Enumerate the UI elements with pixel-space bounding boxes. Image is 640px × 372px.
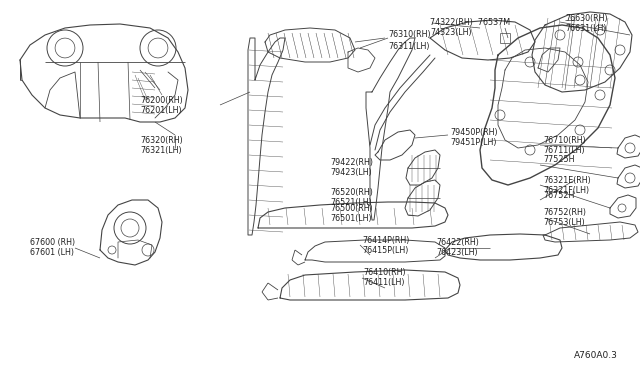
Text: 76320(RH): 76320(RH) bbox=[140, 135, 183, 144]
Text: 79450P(RH): 79450P(RH) bbox=[450, 128, 498, 137]
Text: 76520(RH): 76520(RH) bbox=[330, 187, 373, 196]
Text: 76321E(RH): 76321E(RH) bbox=[543, 176, 591, 185]
Text: 74323(LH): 74323(LH) bbox=[430, 29, 472, 38]
Text: 76415P(LH): 76415P(LH) bbox=[362, 247, 408, 256]
Text: 76201(LH): 76201(LH) bbox=[140, 106, 182, 115]
Text: 77525H: 77525H bbox=[543, 155, 575, 164]
Text: 74322(RH)  76537M: 74322(RH) 76537M bbox=[430, 17, 510, 26]
Text: 76711(LH): 76711(LH) bbox=[543, 145, 584, 154]
Text: 76753(LH): 76753(LH) bbox=[543, 218, 585, 227]
Text: 79423(LH): 79423(LH) bbox=[330, 169, 372, 177]
Text: 76422(RH): 76422(RH) bbox=[436, 237, 479, 247]
Text: 76752H: 76752H bbox=[543, 190, 574, 199]
Text: 76310(RH): 76310(RH) bbox=[388, 31, 431, 39]
Text: 79422(RH): 79422(RH) bbox=[330, 157, 373, 167]
Text: A760A0.3: A760A0.3 bbox=[574, 351, 618, 360]
Text: 76321F(LH): 76321F(LH) bbox=[543, 186, 589, 196]
Text: 76423(LH): 76423(LH) bbox=[436, 247, 477, 257]
Text: 76311(LH): 76311(LH) bbox=[388, 42, 429, 51]
Text: 76631(LH): 76631(LH) bbox=[565, 25, 607, 33]
Text: 76500(RH): 76500(RH) bbox=[330, 203, 372, 212]
Text: 76752(RH): 76752(RH) bbox=[543, 208, 586, 217]
Text: 76200(RH): 76200(RH) bbox=[140, 96, 183, 105]
Text: 76710(RH): 76710(RH) bbox=[543, 135, 586, 144]
Text: 76410(RH): 76410(RH) bbox=[363, 267, 406, 276]
Text: 76414P(RH): 76414P(RH) bbox=[362, 235, 410, 244]
Text: 67600 (RH): 67600 (RH) bbox=[30, 237, 75, 247]
Text: 79451P(LH): 79451P(LH) bbox=[450, 138, 497, 148]
Text: 67601 (LH): 67601 (LH) bbox=[30, 247, 74, 257]
Text: 76521(LH): 76521(LH) bbox=[330, 199, 372, 208]
Text: 76321(LH): 76321(LH) bbox=[140, 145, 182, 154]
Text: 76501(LH): 76501(LH) bbox=[330, 215, 372, 224]
Text: 76630(RH): 76630(RH) bbox=[565, 13, 607, 22]
Text: 76411(LH): 76411(LH) bbox=[363, 278, 404, 286]
